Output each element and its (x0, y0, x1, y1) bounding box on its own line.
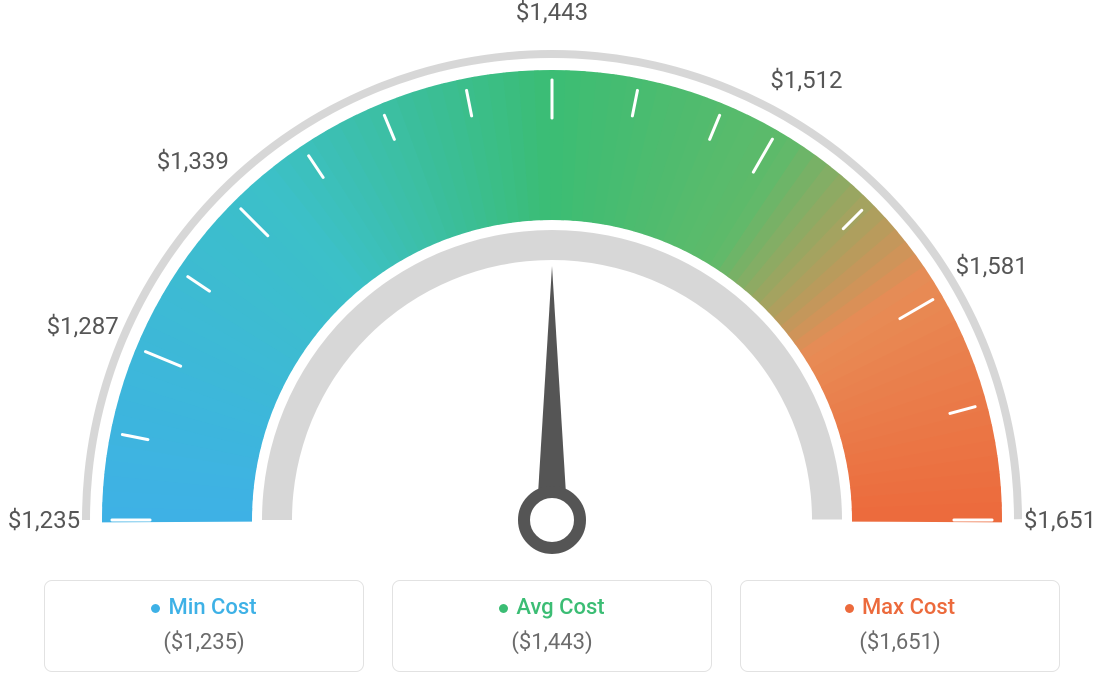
legend-value-min: ($1,235) (55, 630, 353, 655)
gauge-tick-label: $1,651 (1024, 506, 1096, 534)
gauge-chart: $1,235 $1,287 $1,339 $1,443 $1,512 $1,581 $1,6… (0, 0, 1104, 560)
legend-card-max: Max Cost ($1,651) (740, 580, 1060, 672)
legend-card-min: Min Cost ($1,235) (44, 580, 364, 672)
gauge-tick-label: $1,287 (47, 312, 119, 340)
dot-icon (499, 604, 508, 613)
legend-title-text: Avg Cost (516, 595, 604, 620)
legend-row: Min Cost ($1,235) Avg Cost ($1,443) Max … (0, 580, 1104, 672)
gauge-tick-label: $1,339 (157, 147, 229, 175)
legend-title-text: Min Cost (168, 595, 256, 620)
legend-title-min: Min Cost (55, 595, 353, 620)
gauge-tick-label: $1,235 (8, 506, 80, 534)
legend-title-max: Max Cost (751, 595, 1049, 620)
legend-value-max: ($1,651) (751, 630, 1049, 655)
dot-icon (845, 604, 854, 613)
legend-title-avg: Avg Cost (403, 595, 701, 620)
gauge-svg (0, 0, 1104, 560)
dot-icon (151, 604, 160, 613)
gauge-tick-label: $1,581 (956, 252, 1028, 280)
legend-title-text: Max Cost (862, 595, 955, 620)
legend-card-avg: Avg Cost ($1,443) (392, 580, 712, 672)
gauge-tick-label: $1,443 (516, 0, 588, 26)
legend-value-avg: ($1,443) (403, 630, 701, 655)
gauge-tick-label: $1,512 (770, 66, 842, 94)
